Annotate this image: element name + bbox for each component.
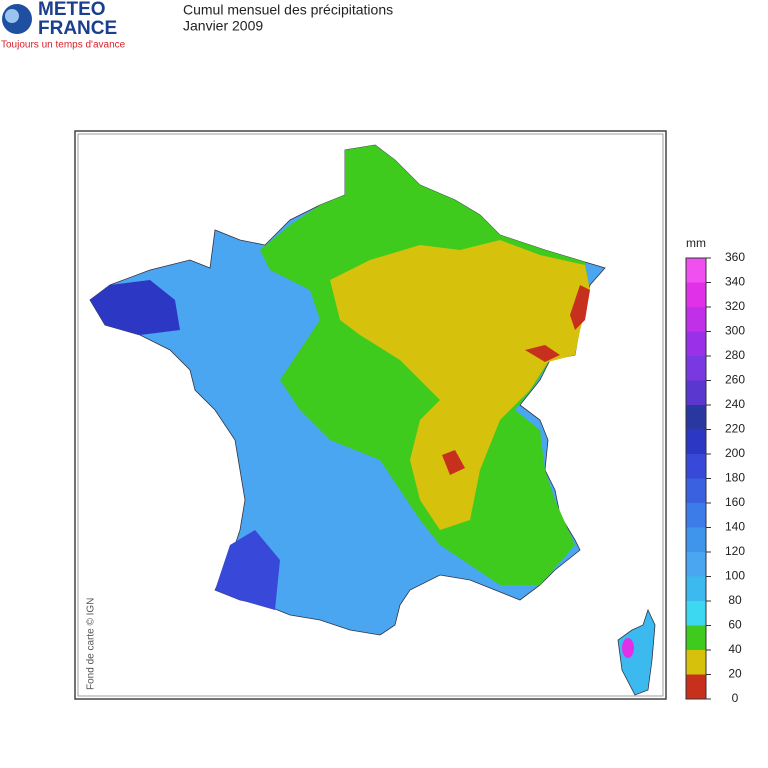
rain-zone xyxy=(330,240,590,530)
legend-tick-label: 200 xyxy=(725,446,745,460)
rain-zone xyxy=(215,530,280,610)
legend-tick-label: 220 xyxy=(725,422,745,436)
legend-tick-label: 320 xyxy=(725,299,745,313)
legend-band xyxy=(686,429,706,454)
legend-band xyxy=(686,576,706,601)
legend: mm 0 20 40 60 80 100 120 140 160 180 200 220 240 260 2… xyxy=(685,236,745,705)
legend-band xyxy=(686,478,706,503)
legend-tick-label: 160 xyxy=(725,495,745,509)
legend-band xyxy=(686,552,706,577)
legend-tick-label: 300 xyxy=(725,324,745,338)
legend-band xyxy=(686,258,706,283)
map-inner-frame xyxy=(77,133,664,697)
legend-tick-label: 140 xyxy=(725,520,745,534)
legend-band xyxy=(686,601,706,626)
logo: METEO FRANCE Toujours un temps d'avance xyxy=(1,0,126,51)
subtitle: Janvier 2009 xyxy=(183,18,263,34)
legend-tick-label: 60 xyxy=(728,618,742,632)
map: Fond de carte © IGN xyxy=(74,130,667,700)
rain-zone xyxy=(570,285,590,330)
legend-band xyxy=(686,650,706,675)
legend-tick-label: 20 xyxy=(728,667,742,681)
legend-band xyxy=(686,527,706,552)
title: Cumul mensuel des précipitations xyxy=(183,2,393,18)
rain-zone xyxy=(442,450,465,475)
logo-slogan: Toujours un temps d'avance xyxy=(1,40,126,51)
rain-zone xyxy=(525,345,560,362)
legend-tick-label: 360 xyxy=(725,250,745,264)
legend-band xyxy=(686,380,706,405)
legend-band xyxy=(686,282,706,307)
legend-band xyxy=(686,356,706,381)
map-credit: Fond de carte © IGN xyxy=(86,598,97,690)
logo-text: METEO xyxy=(38,0,106,20)
legend-tick-label: 280 xyxy=(725,348,745,362)
logo-highlight xyxy=(5,9,19,23)
legend-tick-label: 40 xyxy=(728,642,742,656)
legend-band xyxy=(686,503,706,528)
legend-unit: mm xyxy=(686,236,706,250)
legend-tick-label: 180 xyxy=(725,471,745,485)
legend-tick-label: 0 xyxy=(732,691,739,705)
legend-band xyxy=(686,625,706,650)
legend-band xyxy=(686,454,706,479)
legend-band xyxy=(686,674,706,699)
legend-band xyxy=(686,307,706,332)
legend-tick-label: 100 xyxy=(725,569,745,583)
legend-tick-label: 240 xyxy=(725,397,745,411)
corsica xyxy=(617,608,656,696)
legend-band xyxy=(686,331,706,356)
legend-tick-label: 260 xyxy=(725,373,745,387)
legend-tick-label: 120 xyxy=(725,544,745,558)
legend-tick-label: 80 xyxy=(728,593,742,607)
logo-text: FRANCE xyxy=(38,18,117,39)
legend-band xyxy=(686,405,706,430)
legend-tick-label: 340 xyxy=(725,275,745,289)
rain-zone xyxy=(622,638,634,658)
rain-zone xyxy=(90,280,180,335)
